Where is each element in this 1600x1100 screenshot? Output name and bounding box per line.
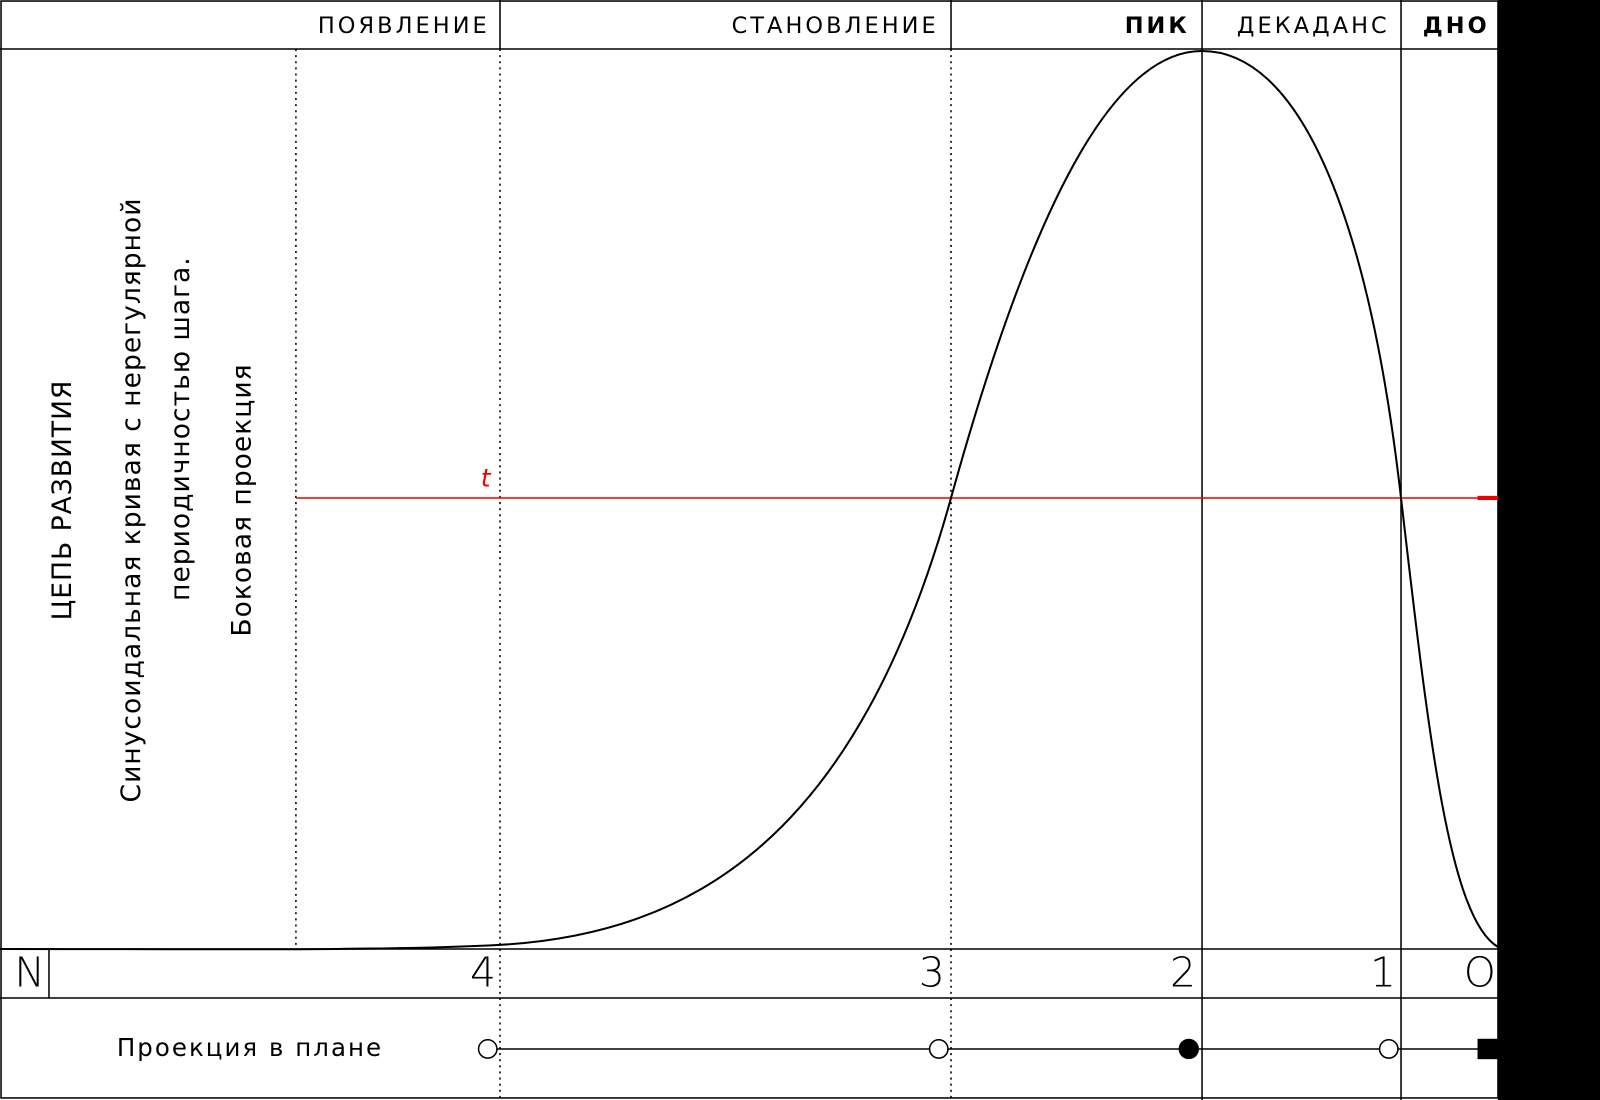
plan-node-peak	[1178, 1038, 1199, 1060]
description: Синусоидальная кривая с нерегулярной	[116, 198, 147, 803]
scale-point: 3	[919, 949, 945, 997]
stage-label: СТАНОВЛЕНИЕ	[732, 13, 939, 39]
view-label: Боковая проекция	[226, 363, 257, 636]
stage-label: ДНО	[1423, 13, 1490, 39]
development-curve	[0, 49, 1499, 951]
threshold-label: t	[481, 464, 492, 493]
scale-point: 1	[1370, 949, 1396, 997]
scale-point: 4	[470, 949, 496, 997]
scale-point: O	[1464, 949, 1496, 997]
right-edge	[1497, 0, 1600, 1100]
plan-node	[928, 1039, 949, 1059]
stage-label: ПИК	[1125, 13, 1190, 39]
scale-point: 2	[1170, 949, 1196, 997]
plan-node	[1378, 1039, 1399, 1059]
stage-label: ПОЯВЛЕНИЕ	[318, 13, 490, 39]
plan-node-bottom	[1477, 1038, 1498, 1060]
stage-label: ДЕКАДАНС	[1237, 13, 1390, 39]
title: ЦЕПЬ РАЗВИТИЯ	[47, 380, 78, 621]
scale-start: N	[14, 949, 45, 997]
description: периодичностью шага.	[165, 256, 196, 601]
plan-label: Проекция в плане	[117, 1033, 383, 1062]
plan-node	[477, 1039, 498, 1059]
